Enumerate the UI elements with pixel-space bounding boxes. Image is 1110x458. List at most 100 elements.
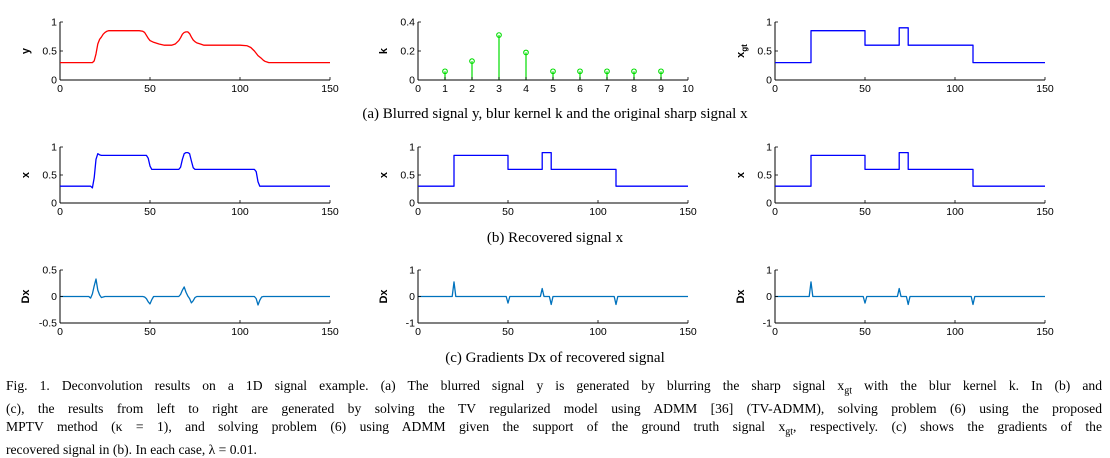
y-axis-label-sub: gt	[740, 44, 749, 52]
y-tick-label: 1	[409, 142, 415, 154]
x-tick-label: 50	[859, 326, 871, 338]
figure-caption-line-2: (c), the results from left to right are …	[6, 401, 1102, 417]
y-tick-label: 0.5	[42, 46, 57, 58]
x-tick-label: 50	[502, 206, 514, 218]
y-tick-label: -0.5	[39, 318, 57, 330]
series-line	[775, 27, 1045, 64]
chart-a-0: 0 50 100 150 0 0.5 1 y	[20, 17, 339, 96]
y-axis-label: x	[378, 171, 390, 178]
x-tick-label: 0	[415, 83, 421, 95]
x-tick-label: 100	[589, 326, 607, 338]
x-tick-label: 100	[946, 206, 964, 218]
x-tick-label: 5	[550, 83, 556, 95]
x-tick-label: 100	[231, 326, 249, 338]
figure-caption: Fig. 1. Deconvolution results on a 1D si…	[6, 377, 1102, 458]
y-tick-label: 0	[51, 198, 57, 210]
y-tick-label: 1	[766, 265, 772, 277]
y-tick-label: -1	[763, 318, 772, 330]
y-tick-label: 1	[409, 265, 415, 277]
x-tick-label: 1	[442, 83, 448, 95]
y-tick-label: -1	[406, 318, 415, 330]
series-line	[775, 151, 1045, 187]
x-tick-label: 150	[679, 326, 697, 338]
x-tick-label: 0	[415, 206, 421, 218]
x-tick-label: 150	[321, 83, 339, 95]
x-tick-label: 150	[679, 206, 697, 218]
x-tick-label: 9	[658, 83, 664, 95]
y-tick-label: 0	[51, 75, 57, 87]
x-tick-label: 0	[57, 83, 63, 95]
x-tick-label: 50	[859, 206, 871, 218]
stem-marker	[523, 49, 529, 56]
x-tick-label: 50	[859, 83, 871, 95]
x-tick-label: 0	[57, 206, 63, 218]
series-line	[775, 281, 1045, 306]
y-axis-label: x	[20, 171, 32, 178]
y-tick-label: 0.5	[757, 46, 772, 58]
x-tick-label: 150	[321, 326, 339, 338]
y-tick-label: 0.5	[400, 170, 415, 182]
x-tick-label: 150	[1036, 326, 1054, 338]
x-tick-label: 100	[589, 206, 607, 218]
x-tick-label: 0	[772, 83, 778, 95]
y-axis-label: xgt	[735, 44, 749, 58]
y-axis-label: Dx	[378, 289, 390, 304]
stem-marker	[550, 68, 556, 75]
chart-a-1: 0 1 2 3 4 5 6 7 8 9 10 0 0.2 0.4 k	[378, 17, 694, 96]
series-line	[60, 151, 330, 189]
x-tick-label: 8	[631, 83, 637, 95]
x-tick-label: 100	[231, 206, 249, 218]
x-tick-label: 150	[1036, 83, 1054, 95]
y-tick-label: 0	[766, 75, 772, 87]
x-tick-label: 50	[144, 83, 156, 95]
caption-a: (a) Blurred signal y, blur kernel k and …	[362, 106, 748, 122]
x-tick-label: 50	[144, 326, 156, 338]
chart-b-2: 0 50 100 150 0 0.5 1 x	[735, 142, 1054, 219]
stem-marker	[658, 68, 664, 75]
x-tick-label: 0	[415, 326, 421, 338]
x-tick-label: 10	[682, 83, 694, 95]
x-tick-label: 100	[946, 326, 964, 338]
x-tick-label: 2	[469, 83, 475, 95]
y-tick-label: 0	[409, 75, 415, 87]
y-tick-label: 0.5	[757, 170, 772, 182]
stem-marker	[604, 68, 610, 75]
x-tick-label: 50	[502, 326, 514, 338]
x-tick-label: 0	[57, 326, 63, 338]
chart-a-2: 0 50 100 150 0 0.5 1 xgt	[735, 17, 1054, 96]
y-tick-label: 0	[766, 291, 772, 303]
series-line	[418, 281, 688, 306]
x-tick-label: 3	[496, 83, 502, 95]
stem-marker	[442, 68, 448, 75]
y-tick-label: 1	[51, 17, 57, 29]
y-axis-label: y	[20, 47, 32, 54]
y-axis-label: k	[378, 47, 390, 54]
y-tick-label: 1	[766, 142, 772, 154]
y-tick-label: 1	[51, 142, 57, 154]
series-line	[418, 151, 688, 187]
stem-marker	[496, 32, 502, 38]
chart-b-1: 0 50 100 150 0 0.5 1 x	[378, 142, 697, 219]
series-line	[60, 30, 330, 64]
caption-b: (b) Recovered signal x	[486, 230, 624, 246]
y-tick-label: 0.2	[400, 46, 415, 58]
x-tick-label: 6	[577, 83, 583, 95]
y-axis-label: Dx	[20, 289, 32, 304]
y-tick-label: 0.5	[42, 170, 57, 182]
y-tick-label: 0	[766, 198, 772, 210]
x-tick-label: 0	[772, 326, 778, 338]
x-tick-label: 100	[231, 83, 249, 95]
y-tick-label: 0.5	[42, 265, 57, 277]
y-axis-label: x	[735, 171, 747, 178]
y-tick-label: 0.4	[400, 17, 415, 29]
stem-marker	[577, 68, 583, 75]
y-tick-label: 0	[409, 198, 415, 210]
y-tick-label: 0	[409, 291, 415, 303]
y-axis-label: Dx	[735, 289, 747, 304]
x-tick-label: 4	[523, 83, 529, 95]
figure-caption-line-1: Fig. 1. Deconvolution results on a 1D si…	[6, 378, 1102, 397]
series-line	[60, 278, 330, 306]
